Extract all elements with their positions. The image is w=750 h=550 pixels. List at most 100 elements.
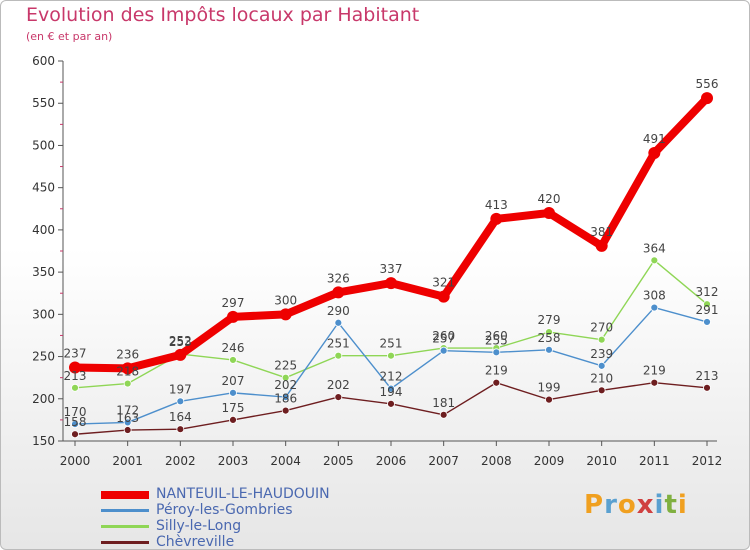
data-label: 260 [485,329,508,343]
data-label: 258 [538,331,561,345]
data-point [490,212,503,225]
x-tick-label: 2001 [112,454,143,468]
data-point [176,397,185,406]
data-point [387,399,395,408]
data-label: 252 [169,334,192,348]
x-tick-label: 2009 [534,454,565,468]
data-point [387,384,395,393]
data-label: 236 [116,347,139,361]
data-point [332,286,345,299]
data-label: 170 [64,405,87,419]
data-label: 381 [590,225,613,239]
data-point [650,256,659,265]
data-point [227,310,239,323]
y-tick-label: 500 [32,138,55,152]
data-point [595,239,608,252]
legend-swatch [101,525,149,528]
data-label: 186 [274,392,297,406]
data-point [701,92,713,105]
data-label: 219 [643,364,666,378]
data-point [492,378,501,387]
x-tick-label: 2006 [376,454,407,468]
y-tick-label: 550 [32,96,55,110]
data-label: 246 [222,341,245,355]
data-label: 213 [64,369,87,383]
data-point [279,308,292,321]
data-label: 290 [327,304,350,318]
data-label: 260 [432,329,455,343]
data-label: 237 [64,347,87,361]
data-label: 199 [538,381,561,395]
y-tick-label: 150 [32,434,55,448]
series-layer [69,92,713,439]
data-label: 213 [696,369,719,383]
data-point [121,362,134,375]
data-label: 251 [327,337,350,351]
logo-letter: t [664,490,678,520]
legend-swatch [101,491,149,499]
data-label: 210 [590,371,613,385]
data-label: 337 [380,262,403,276]
data-point [123,379,132,388]
data-point [439,346,448,355]
y-tick-label: 300 [32,307,55,321]
data-label: 491 [643,132,666,146]
x-tick-label: 2005 [323,454,354,468]
data-label: 207 [222,374,245,388]
data-label: 212 [380,370,403,384]
data-point [176,425,185,434]
data-label: 257 [432,332,455,346]
data-label: 270 [590,321,613,335]
data-label: 164 [169,410,192,424]
legend-label: NANTEUIL-LE-HAUDOUIN [156,486,330,502]
legend-swatch [101,509,149,512]
data-label: 239 [590,347,613,361]
data-label: 202 [327,378,350,392]
data-point [229,415,237,424]
data-point [123,426,132,434]
data-point [492,348,501,357]
data-point [437,290,450,303]
data-label: 255 [485,333,508,347]
data-point [543,207,555,219]
data-point [545,328,553,336]
x-tick-label: 2012 [692,454,723,468]
data-label: 202 [274,378,297,392]
logo-letter: o [617,490,637,520]
axis-ticks: 150 200 250 300 350 400 450 500 550 600 2000 2001 20… [32,54,722,468]
x-tick-label: 2004 [270,454,301,468]
y-tick-label: 450 [32,181,55,195]
data-label: 279 [538,313,561,327]
x-tick-label: 2002 [165,454,196,468]
data-point [648,147,661,160]
data-label: 251 [380,337,403,351]
data-point [281,373,290,382]
data-label: 218 [116,365,139,379]
data-label: 326 [327,271,350,285]
data-label: 172 [116,403,139,417]
data-label: 225 [274,359,297,373]
data-label: 556 [696,77,719,91]
data-point [334,318,343,327]
data-label: 364 [643,241,666,255]
data-label: 321 [432,276,455,290]
x-tick-label: 2007 [428,454,459,468]
y-tick-label: 200 [32,392,55,406]
data-point [703,383,711,392]
data-label: 194 [380,385,403,399]
data-point [71,430,79,439]
data-label: 413 [485,198,508,212]
data-point [281,393,290,401]
legend-swatch [101,541,149,544]
data-label: 308 [643,289,666,303]
proxiti-logo: Proxiti [584,490,688,520]
data-point [281,406,290,415]
data-point [545,395,553,404]
data-label: 219 [485,364,508,378]
data-label: 181 [432,396,455,410]
y-tick-label: 250 [32,350,55,364]
data-point [597,361,606,370]
